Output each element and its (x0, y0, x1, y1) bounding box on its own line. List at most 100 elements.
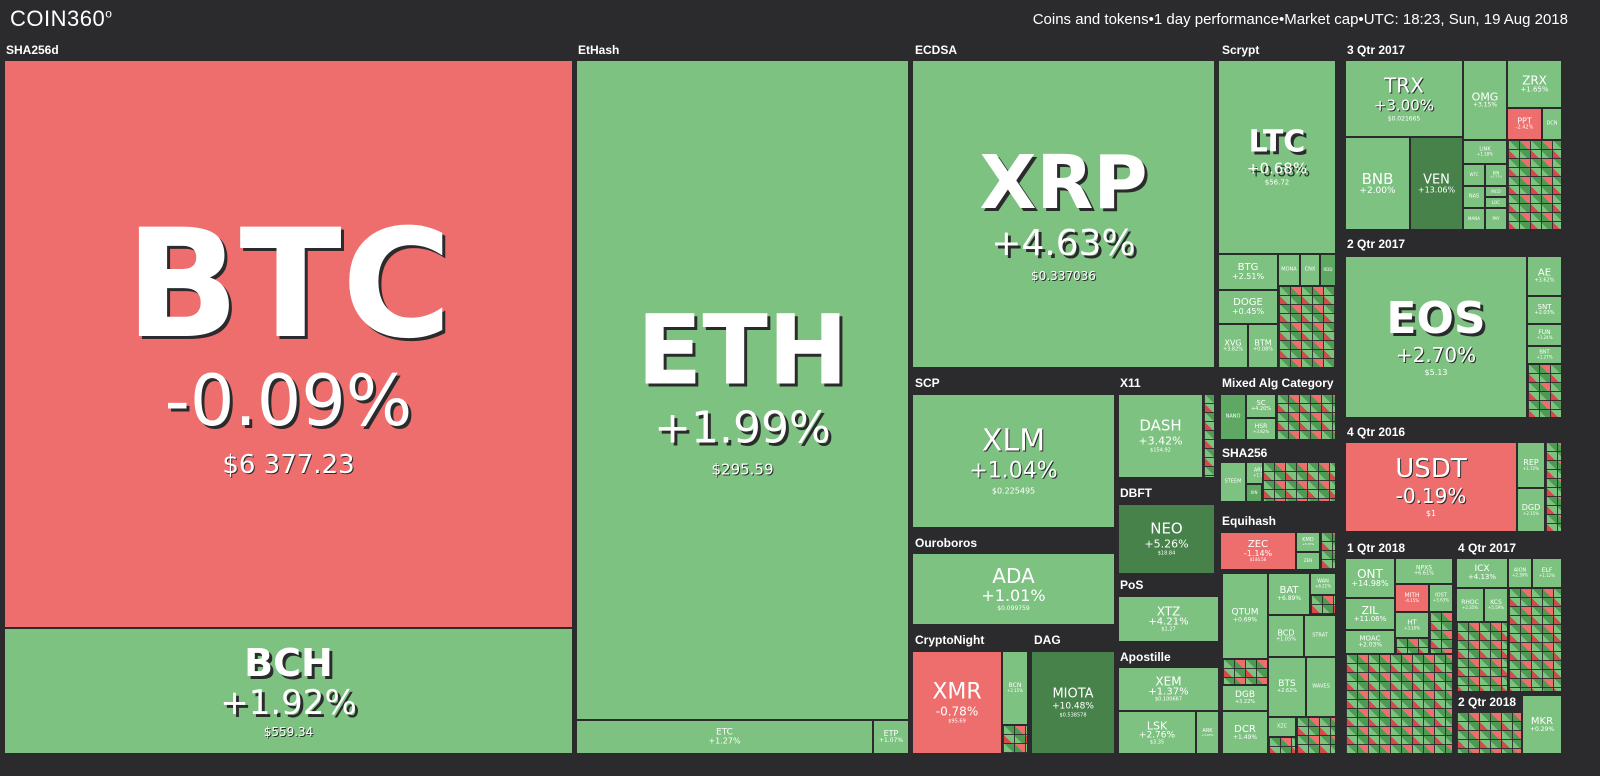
coin-tile-eth[interactable]: ETH +1.99% $295.59 (576, 60, 909, 720)
coin-tile-strat[interactable]: STRAT (1304, 615, 1336, 657)
small-coins-mosaic[interactable] (1429, 612, 1453, 654)
small-coins-mosaic[interactable] (1456, 712, 1522, 754)
coin-tile-fun[interactable]: FUN +1.24% (1527, 324, 1562, 346)
filter-coins-tokens[interactable]: Coins and tokens (1032, 11, 1149, 28)
coin-tile-aion[interactable]: AION +2.39% (1508, 558, 1532, 588)
coin-tile-kin[interactable]: KIN +2.71% (1485, 164, 1507, 186)
coin-tile-dcn[interactable]: DCN (1542, 108, 1562, 140)
coin-tile-btm[interactable]: BTM +0.08% (1248, 324, 1278, 368)
small-coins-mosaic[interactable] (1508, 588, 1562, 692)
small-coins-mosaic[interactable] (1222, 659, 1268, 685)
coin-tile-nas[interactable]: NAS (1463, 186, 1485, 208)
coin-tile-dash[interactable]: DASH +3.42% $154.92 (1118, 394, 1203, 478)
filter-metric[interactable]: Market cap (1284, 11, 1359, 28)
coin-tile-bcn[interactable]: BCN +2.15% (1002, 651, 1028, 725)
small-coins-mosaic[interactable] (1310, 595, 1336, 615)
coin-tile-ark[interactable]: ARK +3.65% (1196, 711, 1219, 754)
small-coins-mosaic[interactable] (1545, 442, 1562, 532)
coin-tile-xin[interactable]: XIN (1246, 484, 1262, 502)
coin-tile-cnx[interactable]: CNX (1300, 254, 1320, 286)
coin-tile-rhoc[interactable]: RHOC +2.35% (1456, 588, 1484, 622)
coin-tile-xlm[interactable]: XLM +1.04% $0.225495 (912, 394, 1115, 528)
coin-tile-btg[interactable]: BTG +2.51% (1218, 254, 1278, 290)
coin-tile-kcs[interactable]: KCS +5.59% (1484, 588, 1508, 622)
coin-tile-mith[interactable]: MITH -4.15% (1395, 584, 1429, 612)
coin-tile-dcr[interactable]: DCR +1.49% (1222, 711, 1268, 754)
coin-tile-xrp[interactable]: XRP +4.63% $0.337036 (912, 60, 1215, 368)
coin-tile-wan[interactable]: WAN +6.21% (1310, 573, 1336, 595)
small-coins-mosaic[interactable] (1395, 638, 1429, 654)
coin-tile-bch[interactable]: BCH +1.92% $559.34 (4, 628, 573, 754)
coin-tile-loc[interactable]: LOC (1485, 197, 1507, 208)
filter-period[interactable]: 1 day performance (1153, 11, 1279, 28)
coin-tile-waves[interactable]: WAVES (1306, 657, 1336, 717)
coin-tile-doge[interactable]: DOGE +0.45% (1218, 290, 1278, 324)
coin-tile-xtz[interactable]: XTZ +4.21% $1.27 (1118, 596, 1219, 642)
coin-tile-kmd[interactable]: KMD +3.15% (1296, 532, 1320, 552)
small-coins-mosaic[interactable] (1296, 717, 1336, 754)
coin-tile-zec[interactable]: ZEC -1.14% $146.58 (1220, 532, 1296, 570)
small-coins-mosaic[interactable] (1002, 725, 1028, 754)
coin-tile-ppt[interactable]: PPT -2.42% (1507, 108, 1542, 140)
coin-tile-btc[interactable]: BTC -0.09% $6 377.23 (4, 60, 573, 628)
coin-tile-icx[interactable]: ICX +4.13% (1456, 558, 1508, 588)
coin-tile-eos[interactable]: EOS +2.70% $5.13 (1345, 256, 1527, 418)
small-coins-mosaic[interactable] (1203, 394, 1215, 478)
small-coins-mosaic[interactable] (1507, 140, 1562, 230)
coin-tile-steem[interactable]: STEEM (1220, 462, 1246, 502)
coin-tile-bts[interactable]: BTS +2.62% (1268, 657, 1306, 717)
coin-tile-npxs[interactable]: NPXS +6.61% (1395, 558, 1453, 584)
coin-tile-zil[interactable]: ZIL +11.06% (1345, 598, 1395, 630)
coin-tile-iost[interactable]: IOST +5.63% (1429, 584, 1453, 612)
small-coins-mosaic[interactable] (1456, 622, 1508, 692)
coin-tile-hsr[interactable]: HSR +3.82% (1246, 418, 1276, 440)
coin-tile-bat[interactable]: BAT +6.89% (1268, 573, 1310, 615)
coin-tile-zrx[interactable]: ZRX +1.65% (1507, 60, 1562, 108)
coin-tile-ht[interactable]: HT +3.10% (1395, 612, 1429, 638)
coin-tile-mona[interactable]: MONA (1278, 254, 1300, 286)
coin-tile-ont[interactable]: ONT +14.98% (1345, 558, 1395, 598)
small-coins-mosaic[interactable] (1345, 654, 1453, 754)
coin-tile-mkr[interactable]: MKR +0.29% (1522, 695, 1562, 754)
coin-tile-rep[interactable]: REP +1.72% (1517, 442, 1545, 488)
coin-tile-mco[interactable]: MCO (1485, 186, 1507, 197)
coin-tile-snt[interactable]: SNT +2.03% (1527, 296, 1562, 324)
coin-tile-etp[interactable]: ETP +1.07% (873, 720, 909, 754)
coin-tile-lsk[interactable]: LSK +2.76% $3.35 (1118, 711, 1196, 754)
coin-tile-miota[interactable]: MIOTA +10.48% $0.538578 (1031, 651, 1115, 754)
coin-tile-elf[interactable]: ELF +1.12% (1532, 558, 1562, 588)
coin-tile-bnb[interactable]: BNB +2.00% (1345, 137, 1410, 230)
coin-tile-xzc[interactable]: XZC (1268, 717, 1296, 737)
coin-tile-zen[interactable]: ZEN (1296, 552, 1320, 570)
small-coins-mosaic[interactable] (1320, 532, 1336, 570)
small-coins-mosaic[interactable] (1268, 737, 1296, 754)
coin-tile-wtc[interactable]: WTC (1463, 164, 1485, 186)
coin-tile-etc[interactable]: ETC +1.27% (576, 720, 873, 754)
coin-tile-moac[interactable]: MOAC +2.03% (1345, 630, 1395, 654)
coin-tile-pay[interactable]: PAY (1485, 208, 1507, 230)
coin-tile-bnt[interactable]: BNT +1.27% (1527, 346, 1562, 364)
coin-tile-ae[interactable]: AE +3.62% (1527, 256, 1562, 296)
coin-tile-neo[interactable]: NEO +5.26% $18.84 (1118, 504, 1215, 574)
coin-tile-xem[interactable]: XEM +1.37% $0.100667 (1118, 667, 1219, 711)
coin-tile-xvg[interactable]: XVG +3.82% (1218, 324, 1248, 368)
coin-tile-bcd[interactable]: BCD +1.05% (1268, 615, 1304, 657)
coin-tile-mana[interactable]: MANA (1463, 208, 1485, 230)
coin-tile-usdt[interactable]: USDT -0.19% $1 (1345, 442, 1517, 532)
small-coins-mosaic[interactable] (1278, 286, 1336, 368)
coin-tile-qtum[interactable]: QTUM +0.69% (1222, 573, 1268, 659)
coin-tile-ada[interactable]: ADA +1.01% $0.099759 (912, 553, 1115, 625)
coin-tile-ven[interactable]: VEN +13.06% (1410, 137, 1463, 230)
coin-tile-omg[interactable]: OMG +3.15% (1463, 60, 1507, 140)
coin360-logo[interactable]: COIN360o (10, 6, 112, 32)
coin-tile-xmr[interactable]: XMR -0.78% $95.69 (912, 651, 1002, 754)
coin-tile-dgd[interactable]: DGD +2.15% (1517, 488, 1545, 532)
coin-tile-dgb[interactable]: DGB +3.22% (1222, 685, 1268, 711)
coin-tile-trx[interactable]: TRX +3.00% $0.021665 (1345, 60, 1463, 137)
small-coins-mosaic[interactable] (1262, 462, 1336, 502)
coin-tile-rdd[interactable]: RDD (1320, 254, 1336, 286)
small-coins-mosaic[interactable] (1276, 394, 1336, 440)
coin-tile-link[interactable]: LINK +1.18% (1463, 140, 1507, 164)
coin-tile-nano[interactable]: NANO (1220, 394, 1246, 440)
coin-tile-ltc[interactable]: LTC +0.68% $56.72 (1218, 60, 1336, 254)
